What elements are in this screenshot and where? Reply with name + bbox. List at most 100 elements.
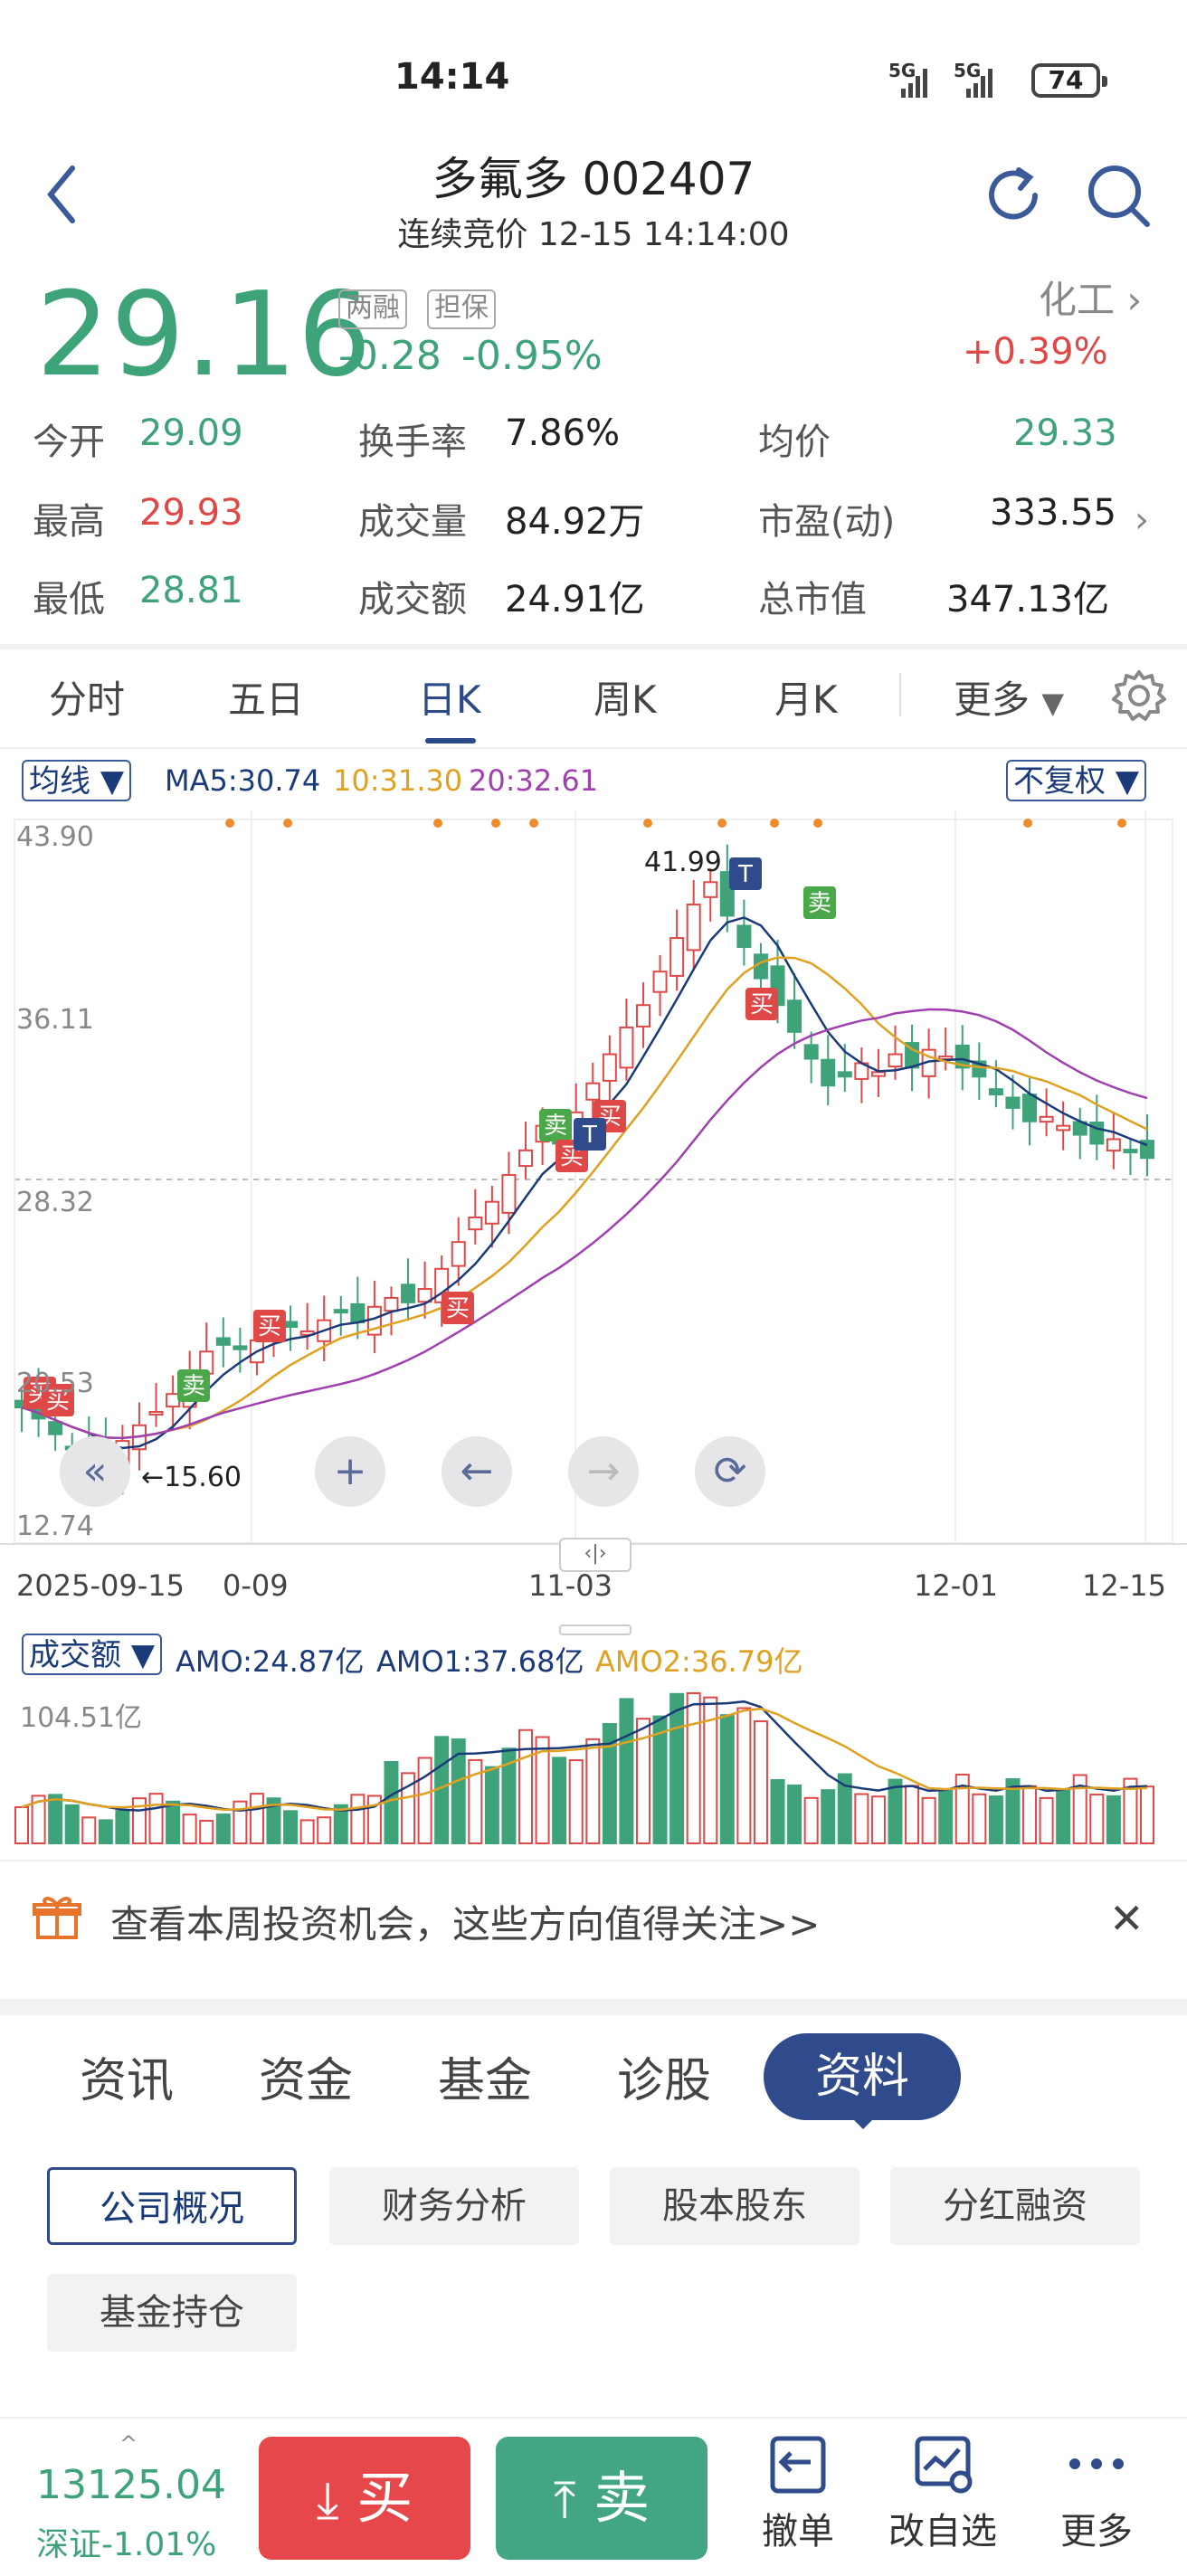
pe-value: 333.55 xyxy=(990,492,1116,534)
buy-marker: 买 xyxy=(745,988,778,1020)
volume-bar xyxy=(333,1804,348,1845)
amo1-label: AMO1:37.68亿 xyxy=(376,1644,584,1679)
edit-watchlist-button[interactable]: 改自选 xyxy=(885,2433,1001,2554)
open-value: 29.09 xyxy=(139,412,243,454)
candle xyxy=(1039,1115,1054,1123)
buy-marker: 买 xyxy=(442,1292,474,1324)
volume-chart[interactable] xyxy=(0,1682,1187,1849)
triangle-down-icon: ▼ xyxy=(130,1637,155,1673)
volume-select[interactable]: 成交额 ▼ xyxy=(22,1634,162,1675)
ma20-line xyxy=(21,1008,1148,1440)
subtab-financial-analysis[interactable]: 财务分析 xyxy=(329,2167,579,2245)
volume-bar xyxy=(686,1692,701,1844)
volume-bar xyxy=(182,1814,197,1845)
triangle-down-icon: ▼ xyxy=(1041,686,1064,720)
refresh-icon[interactable] xyxy=(981,163,1046,232)
tab-fund[interactable]: 基金 xyxy=(438,2054,533,2108)
subtab-fund-holdings[interactable]: 基金持仓 xyxy=(47,2274,297,2352)
tab-profile[interactable]: 资料 xyxy=(764,2033,961,2120)
volume-bar xyxy=(669,1692,685,1844)
status-bar: 14:14 5G 5G 74 xyxy=(0,0,1187,154)
x-axis-label: 0-09 xyxy=(223,1568,289,1603)
index-value[interactable]: 13125.04 xyxy=(36,2462,226,2508)
tab-intraday[interactable]: 分时 xyxy=(49,677,126,722)
rotate-icon[interactable]: ⟳ xyxy=(695,1436,765,1507)
tab-monthly-k[interactable]: 月K xyxy=(774,677,838,722)
cancel-order-button[interactable]: 撤单 xyxy=(758,2433,838,2554)
candle xyxy=(283,1321,299,1329)
buy-arrow-icon: ⤓ xyxy=(316,2471,339,2530)
gift-icon xyxy=(33,1892,81,1945)
volume-bar xyxy=(803,1796,819,1844)
drag-handle-icon[interactable]: ‹|› xyxy=(559,1538,631,1572)
search-icon[interactable] xyxy=(1084,161,1153,233)
volume-bar xyxy=(1072,1774,1087,1844)
sell-marker: 卖 xyxy=(539,1109,572,1141)
tab-more[interactable]: 更多 ▼ xyxy=(954,669,1064,724)
tab-five-day[interactable]: 五日 xyxy=(228,677,305,722)
svg-text:买: 买 xyxy=(258,1313,281,1340)
arrow-right-icon[interactable]: → xyxy=(568,1436,639,1507)
chevron-up-icon[interactable]: ^ xyxy=(119,2431,138,2457)
close-icon[interactable]: ✕ xyxy=(1109,1894,1144,1943)
volume-max-label: 104.51亿 xyxy=(20,1702,142,1734)
subtab-shareholders[interactable]: 股本股东 xyxy=(610,2167,859,2245)
banner-text[interactable]: 查看本周投资机会，这些方向值得关注>> xyxy=(110,1902,821,1946)
volume-bar xyxy=(585,1738,601,1844)
rewind-icon[interactable]: « xyxy=(60,1436,130,1507)
index-change: -1.01% xyxy=(101,2526,217,2563)
volume-bar xyxy=(199,1819,214,1844)
ma-select[interactable]: 均线 ▼ xyxy=(22,760,131,801)
triangle-down-icon: ▼ xyxy=(1115,763,1139,800)
sell-button[interactable]: ⤒ 卖 xyxy=(496,2437,707,2560)
back-icon[interactable] xyxy=(43,163,80,230)
t-marker: T xyxy=(729,857,762,890)
svg-text:卖: 卖 xyxy=(808,890,831,917)
event-dot xyxy=(433,819,442,828)
candle xyxy=(48,1421,63,1435)
volume-bar xyxy=(166,1800,181,1844)
zoom-in-icon[interactable]: + xyxy=(315,1436,385,1507)
candle xyxy=(350,1302,366,1324)
volume-label: 成交量 xyxy=(358,501,467,543)
buy-button[interactable]: ⤓ 买 xyxy=(259,2437,470,2560)
tab-funds-flow[interactable]: 资金 xyxy=(259,2054,354,2108)
subtab-company-overview[interactable]: 公司概况 xyxy=(47,2167,297,2245)
sector-link[interactable]: 化工 › xyxy=(1039,270,1142,325)
adjust-select[interactable]: 不复权 ▼ xyxy=(1006,760,1146,801)
amo1-line xyxy=(21,1700,1148,1812)
volume-bar xyxy=(753,1720,768,1844)
volume-bar xyxy=(1123,1777,1138,1844)
svg-text:T: T xyxy=(737,861,753,888)
volume-bar xyxy=(501,1747,517,1844)
volume-bar xyxy=(870,1795,886,1844)
svg-text:T: T xyxy=(582,1122,597,1149)
volume-bar xyxy=(703,1696,718,1845)
stock-subtitle: 连续竞价 12-15 14:14:00 xyxy=(397,216,790,253)
subtab-dividends[interactable]: 分红融资 xyxy=(890,2167,1140,2245)
candle xyxy=(451,1241,466,1267)
x-axis-label: 11-03 xyxy=(528,1568,612,1603)
candle xyxy=(1005,1096,1021,1109)
volume-bar xyxy=(1056,1788,1071,1844)
tab-daily-k[interactable]: 日K xyxy=(418,677,481,722)
candle xyxy=(954,1044,970,1069)
settings-gear-icon[interactable] xyxy=(1111,668,1167,727)
resize-handle[interactable] xyxy=(559,1624,631,1635)
volume-bar xyxy=(384,1760,399,1844)
tab-news[interactable]: 资讯 xyxy=(80,2054,175,2108)
tab-weekly-k[interactable]: 周K xyxy=(594,677,657,722)
candle xyxy=(635,1004,650,1028)
avg-value: 29.33 xyxy=(1013,412,1117,454)
arrow-left-icon[interactable]: ← xyxy=(442,1436,512,1507)
divider xyxy=(0,2417,1187,2419)
tab-diagnose[interactable]: 诊股 xyxy=(617,2054,712,2108)
low-value: 28.81 xyxy=(139,570,243,611)
index-info[interactable]: 深证-1.01% xyxy=(36,2518,216,2565)
ma-select-label: 均线 xyxy=(29,763,90,800)
mktcap-value: 347.13亿 xyxy=(946,579,1109,620)
more-button[interactable]: 更多 xyxy=(1057,2433,1136,2554)
chevron-right-icon[interactable]: › xyxy=(1135,499,1149,541)
sell-marker: 卖 xyxy=(177,1369,210,1402)
